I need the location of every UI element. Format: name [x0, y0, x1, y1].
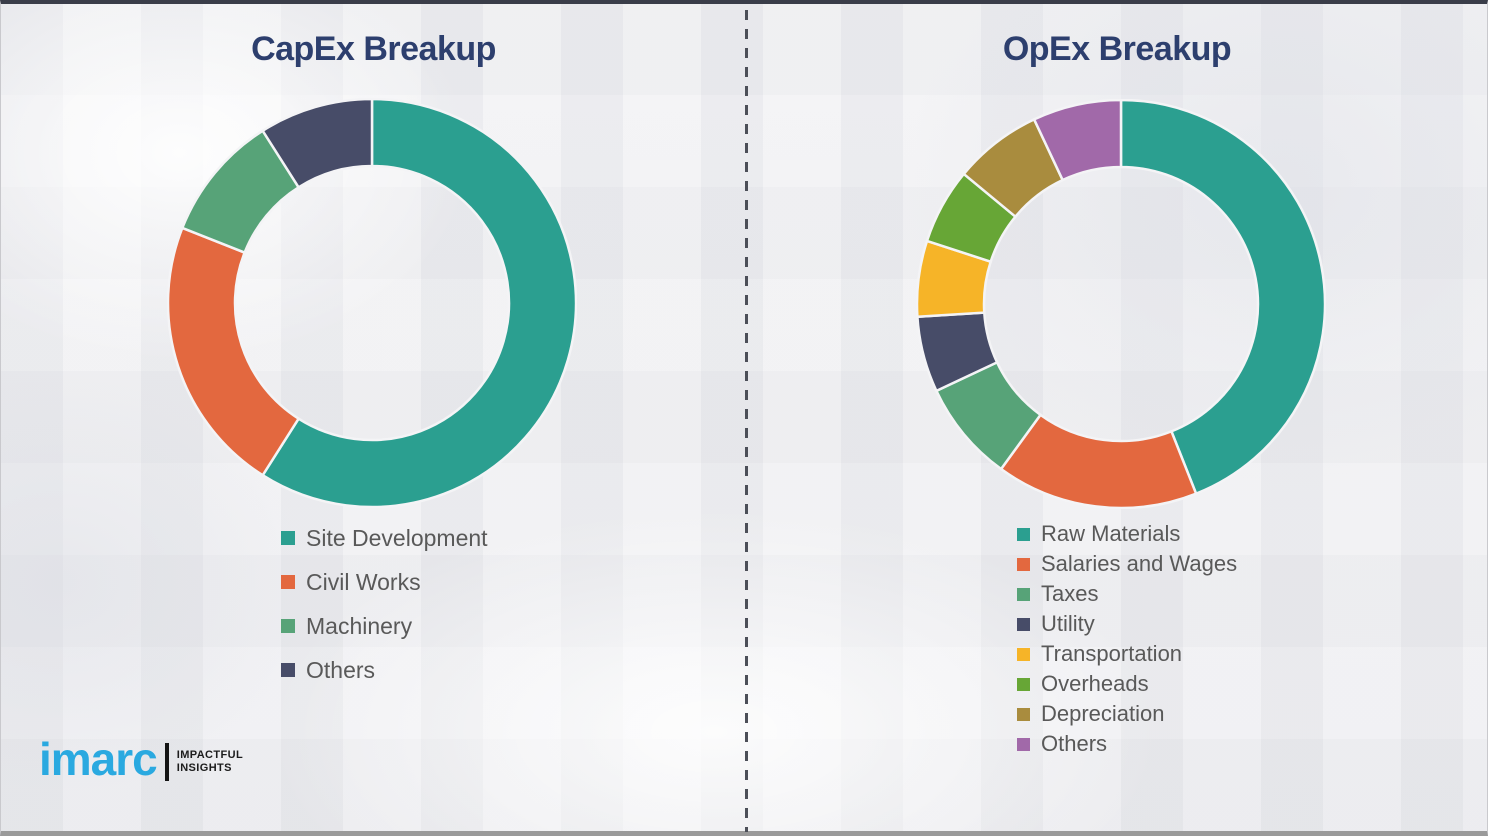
legend-item-others: Others [281, 648, 488, 692]
legend-swatch-icon [1017, 707, 1030, 721]
legend-label: Site Development [306, 524, 488, 551]
legend-item-taxes: Taxes [1017, 579, 1237, 609]
logo-tagline: IMPACTFUL INSIGHTS [177, 749, 243, 775]
legend-item-machinery: Machinery [281, 604, 488, 648]
legend-item-depreciation: Depreciation [1017, 699, 1237, 729]
capex-legend: Site Development Civil Works Machinery Othe… [281, 516, 488, 692]
legend-swatch-icon [281, 619, 295, 633]
legend-swatch-icon [1017, 737, 1030, 751]
legend-item-site-development: Site Development [281, 516, 488, 560]
legend-swatch-icon [1017, 557, 1030, 571]
opex-donut-chart [916, 99, 1326, 509]
imarc-brand-wordmark: imarc [39, 733, 158, 785]
panel-divider [745, 10, 748, 832]
donut-segment-others [260, 98, 374, 190]
legend-swatch-icon [1017, 587, 1030, 601]
donut-segment-civil-works [167, 226, 301, 477]
legend-item-raw-materials: Raw Materials [1017, 519, 1237, 549]
legend-swatch-icon [281, 575, 295, 589]
legend-swatch-icon [1017, 527, 1030, 541]
opex-legend: Raw Materials Salaries and Wages Taxes Util… [1017, 519, 1237, 759]
legend-label: Others [306, 656, 376, 683]
imarc-logo: imarc IMPACTFUL INSIGHTS [39, 736, 243, 782]
legend-item-utility: Utility [1017, 609, 1237, 639]
legend-label: Raw Materials [1041, 521, 1181, 546]
opex-title: OpEx Breakup [1002, 30, 1232, 68]
legend-swatch-icon [1017, 677, 1030, 691]
capex-donut-chart [167, 98, 577, 508]
legend-swatch-icon [281, 531, 295, 545]
legend-swatch-icon [1017, 617, 1030, 631]
donut-segment-others [1032, 99, 1123, 182]
legend-label: Civil Works [306, 568, 421, 595]
legend-label: Taxes [1041, 581, 1099, 606]
legend-label: Salaries and Wages [1041, 551, 1238, 576]
legend-item-transportation: Transportation [1017, 639, 1237, 669]
legend-item-overheads: Overheads [1017, 669, 1237, 699]
donut-segment-raw-materials [1119, 99, 1326, 496]
legend-item-salaries-and-wages: Salaries and Wages [1017, 549, 1237, 579]
legend-label: Others [1041, 731, 1108, 756]
legend-label: Overheads [1041, 671, 1149, 696]
donut-segment-site-development [260, 98, 577, 508]
legend-label: Machinery [306, 612, 413, 639]
legend-item-civil-works: Civil Works [281, 560, 488, 604]
capex-title: CapEx Breakup [251, 30, 496, 68]
legend-label: Utility [1041, 611, 1095, 636]
legend-swatch-icon [281, 663, 295, 677]
legend-label: Depreciation [1041, 701, 1165, 726]
logo-tagline-line1: IMPACTFUL [176, 749, 244, 761]
legend-item-others: Others [1017, 729, 1237, 759]
logo-divider-bar [164, 743, 169, 781]
legend-label: Transportation [1041, 641, 1183, 666]
legend-swatch-icon [1017, 647, 1030, 661]
logo-tagline-line2: INSIGHTS [176, 762, 232, 774]
